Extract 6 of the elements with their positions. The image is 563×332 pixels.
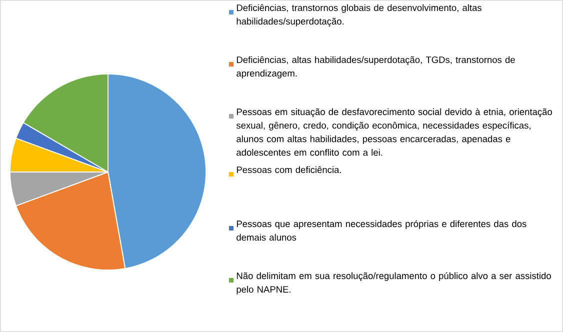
legend-label: Deficiências, altas habilidades/superdotação, TGDs, transtornos de aprendizagem. xyxy=(236,56,515,78)
legend-label: Pessoas com deficiência. xyxy=(236,166,341,174)
legend-label: Pessoas que apresentam necessidades próprias e diferentes das dos demais alunos xyxy=(236,220,526,241)
legend-label: Pessoas em situação de desfavorecimento social devido à etnia, orientação sexual, gênero, credo, condição econômica, necessidades específicas, alunos com altas habilidades, pessoas encarceradas, apenadas e adolescentes em conflito com a lei. xyxy=(236,108,552,156)
legend-label: Deficiências, transtornos globais de desenvolvimento, altas habilidades/superdotação. xyxy=(236,4,482,26)
legend-label: Não delimitam em sua resolução/regulamento o público alvo a ser assistido pelo NAPNE. xyxy=(236,272,551,294)
